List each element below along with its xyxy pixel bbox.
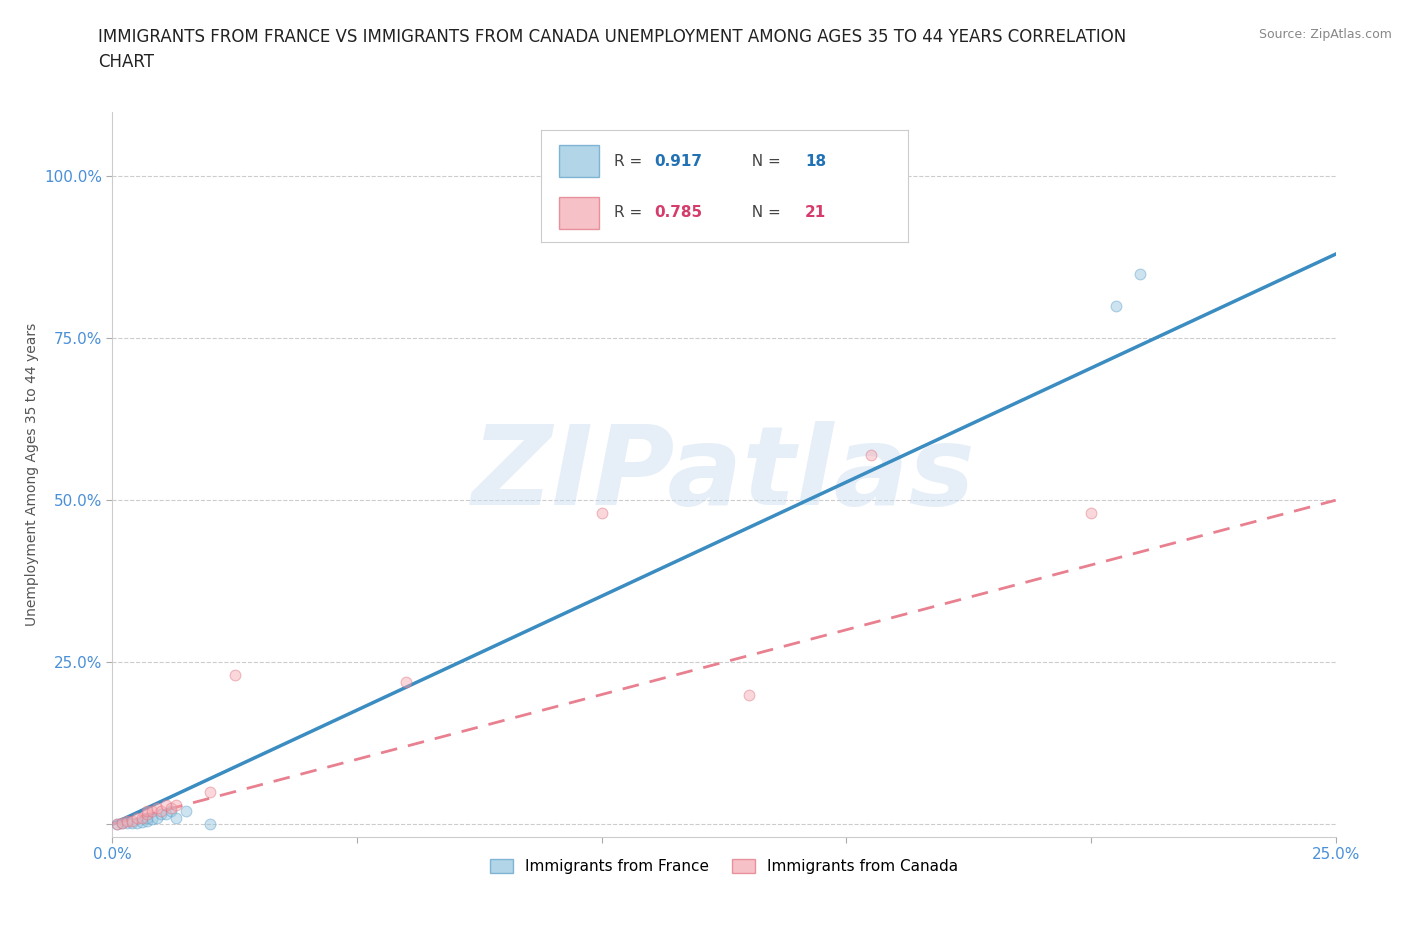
Point: [1080, 506, 1102, 521]
Point: [141, 811, 163, 827]
Point: [737, 687, 759, 702]
Point: [224, 668, 246, 683]
Point: [160, 804, 183, 818]
Point: [111, 816, 134, 830]
Point: [150, 804, 173, 818]
Point: [135, 807, 157, 822]
Point: [1129, 266, 1152, 281]
Point: [165, 810, 187, 825]
Point: [160, 801, 183, 816]
Point: [591, 506, 613, 521]
Point: [1104, 299, 1126, 313]
Point: [115, 814, 138, 829]
Point: [145, 810, 167, 825]
Point: [200, 817, 222, 831]
Y-axis label: Unemployment Among Ages 35 to 44 years: Unemployment Among Ages 35 to 44 years: [24, 323, 38, 626]
Point: [395, 674, 418, 689]
Point: [165, 797, 187, 812]
Text: Source: ZipAtlas.com: Source: ZipAtlas.com: [1258, 28, 1392, 41]
Point: [155, 797, 177, 812]
Point: [150, 807, 173, 822]
Point: [105, 817, 128, 831]
Point: [200, 784, 222, 799]
Point: [145, 801, 167, 816]
Point: [105, 817, 128, 831]
Point: [135, 804, 157, 818]
Point: [141, 804, 163, 818]
Point: [174, 804, 197, 818]
Point: [155, 807, 177, 822]
Point: [121, 814, 143, 829]
Point: [859, 447, 882, 462]
Point: [125, 810, 148, 825]
Point: [135, 810, 157, 825]
Point: [111, 816, 134, 830]
Point: [131, 810, 153, 825]
Point: [131, 815, 153, 830]
Point: [125, 816, 148, 830]
Point: [121, 816, 143, 830]
Text: ZIPatlas: ZIPatlas: [472, 420, 976, 528]
Text: IMMIGRANTS FROM FRANCE VS IMMIGRANTS FROM CANADA UNEMPLOYMENT AMONG AGES 35 TO 4: IMMIGRANTS FROM FRANCE VS IMMIGRANTS FRO…: [98, 28, 1126, 71]
Point: [115, 816, 138, 830]
Point: [135, 814, 157, 829]
Legend: Immigrants from France, Immigrants from Canada: Immigrants from France, Immigrants from …: [484, 853, 965, 880]
